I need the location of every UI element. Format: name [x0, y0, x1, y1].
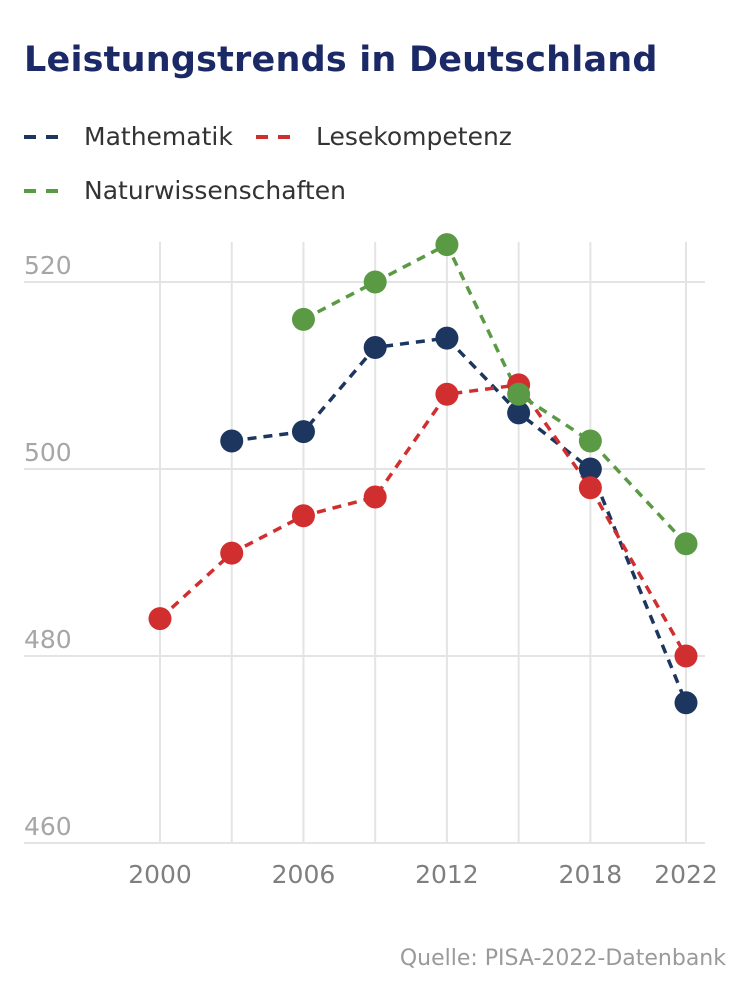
data-point-mathematik — [578, 457, 602, 481]
legend-key-lesekompetenz — [256, 134, 300, 139]
legend-key-mathematik — [24, 134, 68, 139]
data-point-mathematik — [291, 420, 315, 444]
data-point-lesekompetenz — [578, 476, 602, 500]
series-points — [148, 233, 698, 715]
y-tick-label: 480 — [24, 625, 72, 654]
data-point-lesekompetenz — [435, 382, 459, 406]
data-point-lesekompetenz — [220, 541, 244, 565]
chart-title: Leistungstrends in Deutschland — [24, 40, 658, 80]
data-point-naturwissenschaften — [507, 382, 531, 406]
data-point-lesekompetenz — [148, 607, 172, 631]
data-point-mathematik — [507, 401, 531, 425]
legend-key-naturwissenschaften — [24, 188, 68, 193]
legend-label-lesekompetenz: Lesekompetenz — [316, 122, 512, 151]
legend-item-mathematik: Mathematik — [24, 122, 233, 151]
data-point-mathematik — [674, 691, 698, 715]
x-tick-label: 2000 — [128, 860, 192, 889]
series-line-lesekompetenz — [158, 383, 688, 657]
x-tick-labels: 2000 2006 2012 2018 2022 — [128, 860, 718, 889]
legend-label-mathematik: Mathematik — [84, 122, 233, 151]
legend-item-lesekompetenz: Lesekompetenz — [256, 122, 512, 151]
data-point-mathematik — [363, 335, 387, 359]
data-point-naturwissenschaften — [578, 429, 602, 453]
legend-item-naturwissenschaften: Naturwissenschaften — [24, 176, 346, 205]
data-point-lesekompetenz — [363, 485, 387, 509]
series-lines — [158, 242, 688, 704]
data-point-lesekompetenz — [291, 504, 315, 528]
y-tick-label: 460 — [24, 812, 72, 841]
x-tick-label: 2006 — [272, 860, 336, 889]
data-point-mathematik — [435, 326, 459, 350]
y-tick-labels: 460 480 500 520 — [24, 251, 72, 841]
data-point-mathematik — [220, 429, 244, 453]
x-tick-label: 2022 — [654, 860, 718, 889]
x-tick-label: 2018 — [559, 860, 623, 889]
data-point-naturwissenschaften — [363, 270, 387, 294]
data-point-naturwissenschaften — [291, 307, 315, 331]
legend-label-naturwissenschaften: Naturwissenschaften — [84, 176, 346, 205]
data-point-lesekompetenz — [674, 644, 698, 668]
x-tick-label: 2012 — [415, 860, 479, 889]
y-tick-label: 500 — [24, 438, 72, 467]
source-note: Quelle: PISA-2022-Datenbank — [399, 946, 726, 971]
data-point-naturwissenschaften — [435, 233, 459, 257]
gridlines — [24, 242, 705, 844]
data-point-naturwissenschaften — [674, 532, 698, 556]
series-line-naturwissenschaften — [302, 242, 688, 545]
y-tick-label: 520 — [24, 251, 72, 280]
